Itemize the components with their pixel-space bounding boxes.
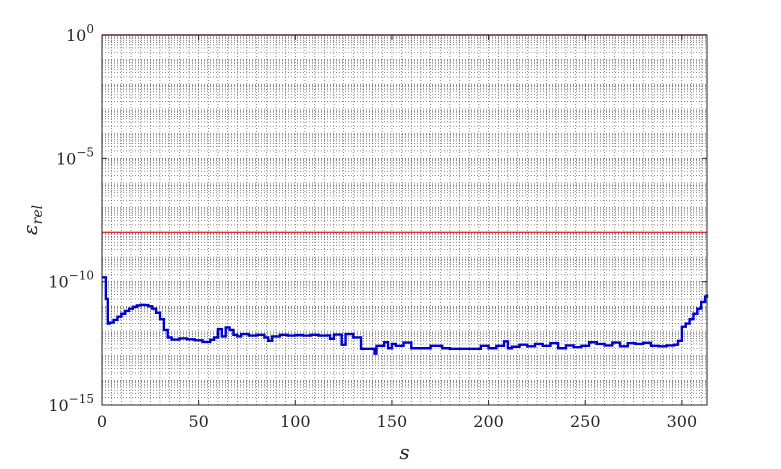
series-layer: [102, 276, 709, 355]
y-tick-label-base: 10: [56, 149, 76, 168]
y-tick-label-base: 10: [48, 273, 68, 292]
x-tick-label: 150: [377, 412, 408, 431]
series-line: [102, 276, 709, 355]
y-tick-label-exp: 0: [86, 22, 94, 36]
y-tick-label: 100: [66, 22, 94, 45]
plot-frame: [101, 34, 708, 406]
x-tick-label: 50: [188, 412, 208, 431]
y-tick-label-base: 10: [66, 26, 86, 45]
x-axis: 0 50 100 150 200 250 300: [97, 35, 697, 431]
x-tick-label: 100: [280, 412, 311, 431]
y-tick-label: 10−10: [48, 269, 94, 292]
x-tick-label: 0: [97, 412, 107, 431]
y-tick-label-base: 10: [48, 396, 68, 415]
x-axis-label: s: [399, 440, 409, 464]
y-axis-label-main: ε: [18, 224, 42, 235]
y-tick-label-exp: −5: [76, 145, 94, 159]
y-tick-label-exp: −10: [69, 269, 94, 283]
x-tick-label: 250: [570, 412, 601, 431]
y-tick-label: 10−15: [48, 392, 94, 415]
y-axis-label-sub: rel: [30, 205, 46, 224]
x-tick-label: 200: [473, 412, 504, 431]
plot-background: [102, 35, 707, 405]
x-tick-label: 300: [667, 412, 698, 431]
grid: [102, 35, 707, 405]
y-axis-label: εrel: [18, 205, 46, 235]
y-tick-label: 10−5: [56, 145, 94, 168]
y-tick-label-exp: −15: [69, 392, 94, 406]
